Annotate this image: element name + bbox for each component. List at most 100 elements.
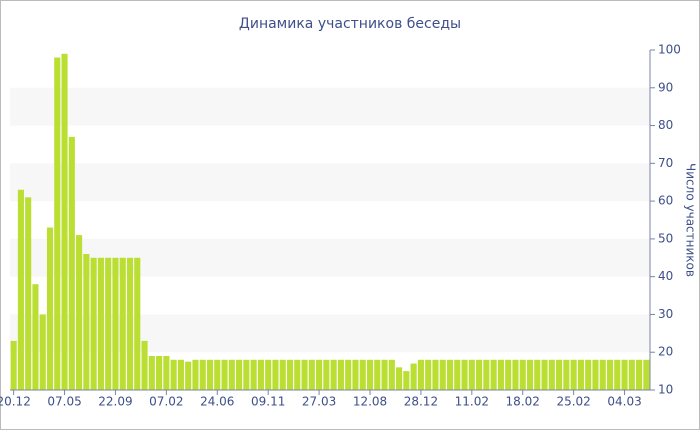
bar bbox=[32, 284, 39, 390]
x-tick-label: 12.08 bbox=[353, 395, 387, 409]
bar bbox=[352, 359, 359, 390]
bar bbox=[192, 359, 199, 390]
y-tick-label: 50 bbox=[658, 231, 673, 245]
bar bbox=[148, 356, 155, 390]
bar bbox=[570, 359, 577, 390]
bar bbox=[541, 359, 548, 390]
bar bbox=[374, 359, 381, 390]
bar bbox=[119, 257, 126, 390]
x-tick-label: 07.02 bbox=[149, 395, 183, 409]
bar bbox=[126, 257, 134, 390]
bar bbox=[170, 359, 177, 390]
x-tick-label: 18.02 bbox=[506, 395, 540, 409]
bar bbox=[316, 359, 323, 390]
bar bbox=[199, 359, 206, 390]
y-tick-label: 70 bbox=[658, 156, 673, 170]
x-tick-label: 20.12 bbox=[0, 395, 31, 409]
bar bbox=[526, 359, 534, 390]
bar bbox=[628, 359, 635, 390]
bar bbox=[301, 359, 308, 390]
bar bbox=[141, 340, 148, 390]
bar bbox=[68, 136, 75, 390]
bar bbox=[221, 359, 228, 390]
bar bbox=[279, 359, 286, 390]
bar bbox=[286, 359, 294, 390]
bar bbox=[61, 53, 68, 391]
x-tick-label: 27.03 bbox=[302, 395, 336, 409]
bar bbox=[17, 189, 24, 390]
x-tick-label: 11.02 bbox=[455, 395, 489, 409]
bar bbox=[446, 359, 454, 390]
bar bbox=[643, 359, 650, 390]
y-tick-label: 80 bbox=[658, 118, 673, 132]
bar bbox=[10, 340, 17, 390]
bar bbox=[585, 359, 592, 390]
bar bbox=[76, 235, 83, 390]
x-tick-label: 24.06 bbox=[200, 395, 234, 409]
bar bbox=[410, 363, 417, 390]
bar bbox=[621, 359, 628, 390]
bar bbox=[105, 257, 112, 390]
bar bbox=[548, 359, 555, 390]
bar bbox=[214, 359, 221, 390]
bar bbox=[556, 359, 563, 390]
bar bbox=[134, 257, 141, 390]
bar bbox=[228, 359, 235, 390]
bar bbox=[476, 359, 483, 390]
bar bbox=[636, 359, 643, 390]
bar bbox=[359, 359, 366, 390]
bar bbox=[54, 57, 61, 391]
bar bbox=[599, 359, 606, 390]
bar bbox=[337, 359, 344, 390]
bar bbox=[490, 359, 497, 390]
bar bbox=[534, 359, 541, 390]
bar bbox=[388, 359, 395, 390]
x-tick-label: 25.02 bbox=[556, 395, 590, 409]
bar bbox=[97, 257, 104, 390]
bar bbox=[461, 359, 468, 390]
grid-band bbox=[10, 163, 650, 202]
bar bbox=[366, 359, 374, 390]
bar bbox=[468, 359, 475, 390]
chart-title: Динамика участников беседы bbox=[239, 16, 461, 32]
bar bbox=[497, 359, 504, 390]
bar bbox=[592, 359, 599, 390]
bar bbox=[396, 367, 403, 390]
bar bbox=[250, 359, 257, 390]
y-axis-label: Число участников bbox=[684, 163, 698, 277]
y-tick-label: 40 bbox=[658, 269, 673, 283]
bar bbox=[323, 359, 330, 390]
bar bbox=[272, 359, 279, 390]
grid-band bbox=[10, 87, 650, 126]
bar bbox=[112, 257, 119, 390]
y-tick-label: 90 bbox=[658, 80, 673, 94]
y-tick-label: 60 bbox=[658, 194, 673, 208]
bar bbox=[25, 197, 32, 390]
bar bbox=[90, 257, 97, 390]
bar bbox=[381, 359, 388, 390]
y-tick-label: 20 bbox=[658, 345, 673, 359]
bar bbox=[46, 227, 54, 390]
x-tick-label: 04.03 bbox=[607, 395, 641, 409]
bar bbox=[614, 359, 621, 390]
bar bbox=[403, 371, 410, 390]
x-tick-label: 09.11 bbox=[251, 395, 285, 409]
bar bbox=[185, 361, 192, 390]
bar bbox=[257, 359, 264, 390]
bar bbox=[345, 359, 352, 390]
bar bbox=[432, 359, 439, 390]
bar bbox=[83, 254, 90, 390]
bar bbox=[265, 359, 272, 390]
y-tick-label: 30 bbox=[658, 307, 673, 321]
y-tick-label: 100 bbox=[658, 43, 681, 57]
x-tick-label: 07.05 bbox=[47, 395, 81, 409]
bar bbox=[39, 314, 46, 390]
bar bbox=[156, 356, 163, 390]
bar bbox=[577, 359, 584, 390]
bar bbox=[505, 359, 512, 390]
bar bbox=[236, 359, 243, 390]
bar bbox=[512, 359, 519, 390]
y-tick-label: 10 bbox=[658, 383, 673, 397]
bar bbox=[606, 359, 614, 390]
bar bbox=[417, 359, 424, 390]
